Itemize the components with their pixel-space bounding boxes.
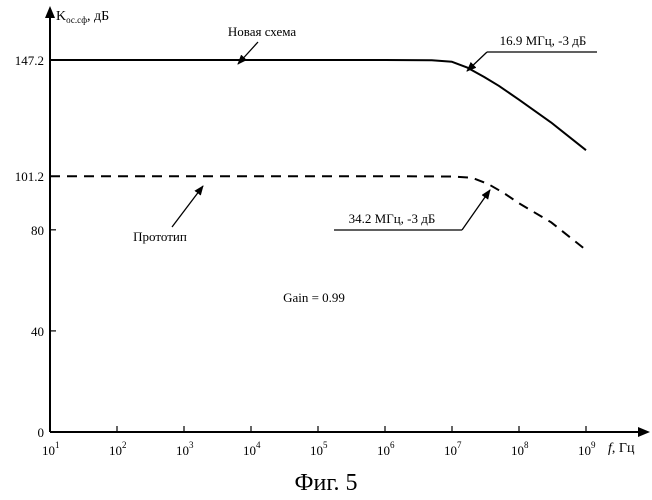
x-tick-label-7: 108 <box>511 440 529 458</box>
y-axis-label: Kос.сф, дБ <box>56 9 109 25</box>
annotation-prototype-3db-arrow <box>461 189 491 231</box>
y-tick-label-2: 80 <box>31 223 44 238</box>
annotation-new-circuit: Новая схема <box>228 24 297 65</box>
annotation-prototype-3db: 34.2 МГц, -3 дБ <box>334 189 491 231</box>
gain-label: Gain = 0.99 <box>283 290 345 305</box>
y-tick-label-3: 101.2 <box>15 169 44 184</box>
x-axis-arrow <box>638 427 650 437</box>
x-axis-label: f, Гц <box>608 441 635 456</box>
annotation-new-3db-arrow <box>466 51 488 72</box>
annotation-prototype-label: Прототип <box>133 229 187 244</box>
annotation-new-3db-label: 16.9 МГц, -3 дБ <box>500 33 587 48</box>
y-axis-arrow <box>45 6 55 18</box>
y-ticks: 0 40 80 101.2 147.2 <box>15 53 56 440</box>
x-tick-label-3: 104 <box>243 440 261 458</box>
annotation-prototype-arrow <box>171 185 204 228</box>
x-tick-label-6: 107 <box>444 440 462 458</box>
x-tick-label-4: 105 <box>310 440 328 458</box>
annotation-new-circuit-label: Новая схема <box>228 24 297 39</box>
x-tick-label-8: 109 <box>578 440 596 458</box>
y-tick-label-1: 40 <box>31 324 44 339</box>
annotation-prototype-3db-label: 34.2 МГц, -3 дБ <box>349 211 436 226</box>
x-tick-label-5: 106 <box>377 440 395 458</box>
annotation-new-3db: 16.9 МГц, -3 дБ <box>466 33 597 72</box>
x-tick-label-1: 102 <box>109 440 127 458</box>
x-tick-label-0: 101 <box>42 440 60 458</box>
prototype-series-line <box>50 175 587 251</box>
annotation-new-circuit-arrow <box>237 41 259 65</box>
new-circuit-series-line <box>50 59 587 151</box>
y-tick-label-4: 147.2 <box>15 53 44 68</box>
series-layer <box>50 59 587 251</box>
x-tick-label-2: 103 <box>176 440 194 458</box>
y-tick-label-0: 0 <box>38 425 45 440</box>
figure-caption: Фиг. 5 <box>295 470 358 496</box>
annotation-prototype: Прототип <box>133 185 204 244</box>
x-ticks: 101 102 103 104 105 106 107 108 109 <box>42 426 596 458</box>
